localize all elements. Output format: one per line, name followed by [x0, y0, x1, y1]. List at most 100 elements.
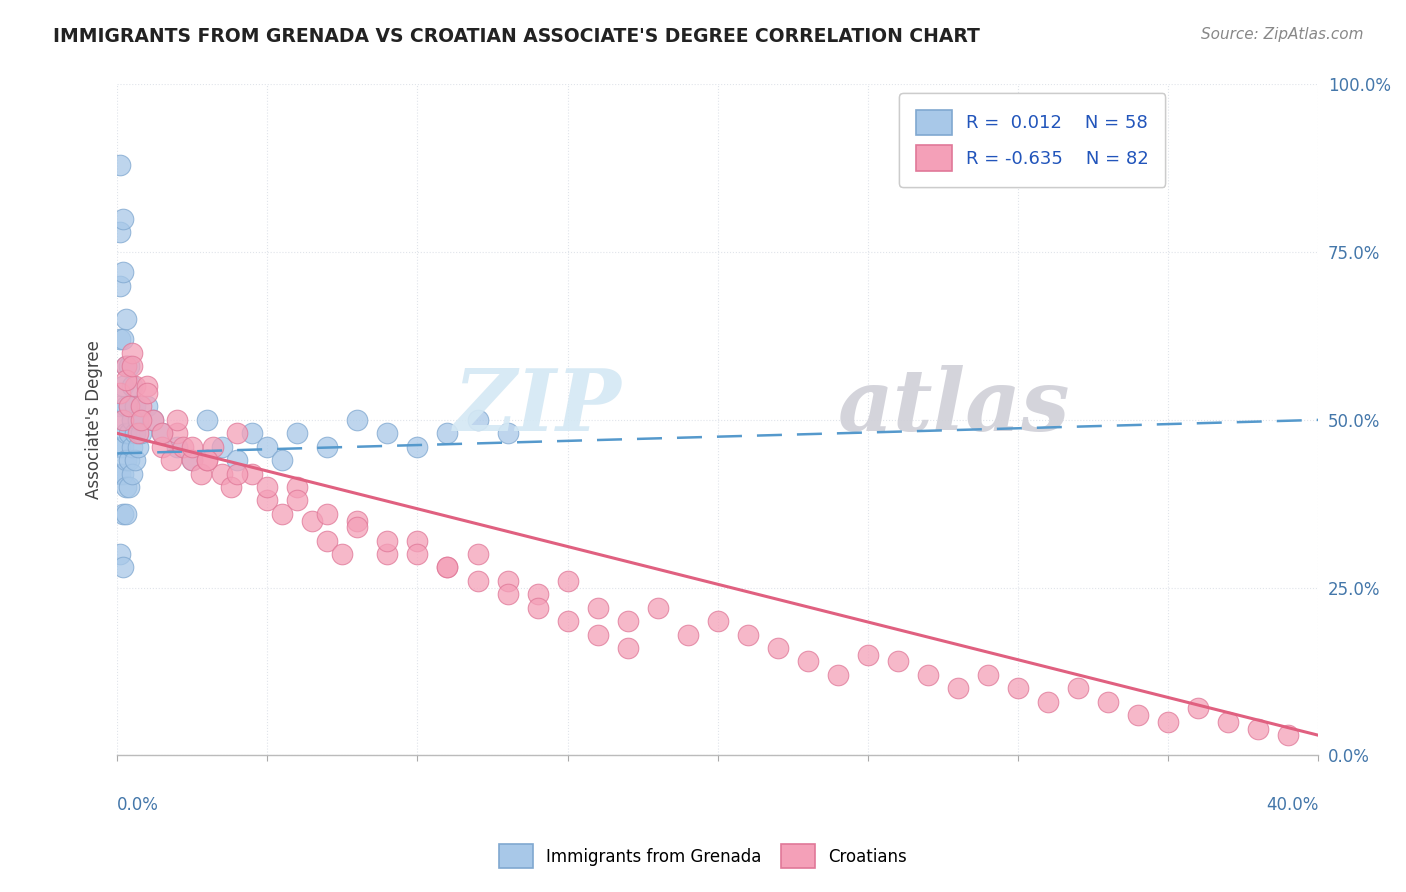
Point: [436, 560, 458, 574]
Point: [118, 426, 141, 441]
Point: [377, 533, 399, 548]
Point: [112, 413, 135, 427]
Point: [127, 413, 149, 427]
Point: [1126, 708, 1149, 723]
Point: [285, 493, 308, 508]
Point: [240, 467, 263, 481]
Point: [496, 426, 519, 441]
Point: [256, 480, 278, 494]
Point: [136, 379, 159, 393]
Point: [316, 440, 339, 454]
Point: [285, 480, 308, 494]
Point: [647, 600, 669, 615]
Point: [526, 600, 548, 615]
Point: [124, 453, 146, 467]
Point: [160, 453, 183, 467]
Point: [346, 413, 368, 427]
Point: [557, 574, 579, 588]
Point: [115, 480, 138, 494]
Point: [406, 440, 429, 454]
Point: [108, 467, 131, 481]
Point: [181, 440, 204, 454]
Point: [108, 386, 131, 401]
Point: [301, 514, 323, 528]
Point: [586, 627, 609, 641]
Point: [1036, 695, 1059, 709]
Point: [142, 413, 165, 427]
Point: [181, 453, 204, 467]
Point: [118, 400, 141, 414]
Point: [496, 587, 519, 601]
Point: [1247, 722, 1270, 736]
Point: [827, 668, 849, 682]
Point: [115, 359, 138, 374]
Point: [526, 587, 548, 601]
Point: [1157, 714, 1180, 729]
Point: [496, 574, 519, 588]
Point: [586, 600, 609, 615]
Point: [256, 493, 278, 508]
Text: Source: ZipAtlas.com: Source: ZipAtlas.com: [1201, 27, 1364, 42]
Point: [271, 453, 294, 467]
Point: [406, 533, 429, 548]
Point: [616, 614, 638, 628]
Point: [1277, 728, 1299, 742]
Point: [108, 440, 131, 454]
Point: [129, 400, 152, 414]
Point: [112, 211, 135, 226]
Point: [127, 426, 149, 441]
Point: [115, 453, 138, 467]
Y-axis label: Associate's Degree: Associate's Degree: [86, 341, 103, 500]
Text: IMMIGRANTS FROM GRENADA VS CROATIAN ASSOCIATE'S DEGREE CORRELATION CHART: IMMIGRANTS FROM GRENADA VS CROATIAN ASSO…: [53, 27, 980, 45]
Point: [676, 627, 699, 641]
Point: [136, 386, 159, 401]
Point: [112, 467, 135, 481]
Point: [436, 560, 458, 574]
Point: [115, 312, 138, 326]
Point: [221, 480, 243, 494]
Point: [211, 467, 233, 481]
Point: [108, 547, 131, 561]
Point: [118, 359, 141, 374]
Point: [142, 413, 165, 427]
Point: [377, 426, 399, 441]
Point: [115, 507, 138, 521]
Point: [195, 453, 218, 467]
Point: [124, 379, 146, 393]
Point: [166, 440, 188, 454]
Text: 0.0%: 0.0%: [117, 796, 159, 814]
Point: [124, 400, 146, 414]
Point: [115, 426, 138, 441]
Point: [112, 413, 135, 427]
Point: [121, 440, 143, 454]
Point: [190, 467, 212, 481]
Point: [271, 507, 294, 521]
Point: [887, 655, 910, 669]
Point: [150, 440, 173, 454]
Point: [115, 359, 138, 374]
Point: [129, 426, 152, 441]
Point: [127, 440, 149, 454]
Point: [316, 533, 339, 548]
Legend: R =  0.012    N = 58, R = -0.635    N = 82: R = 0.012 N = 58, R = -0.635 N = 82: [900, 94, 1166, 187]
Point: [1218, 714, 1240, 729]
Point: [616, 640, 638, 655]
Point: [1067, 681, 1090, 696]
Text: atlas: atlas: [838, 365, 1070, 448]
Point: [256, 440, 278, 454]
Point: [1187, 701, 1209, 715]
Point: [166, 426, 188, 441]
Point: [737, 627, 759, 641]
Point: [108, 158, 131, 172]
Point: [211, 440, 233, 454]
Point: [118, 400, 141, 414]
Point: [121, 359, 143, 374]
Point: [467, 574, 489, 588]
Point: [112, 560, 135, 574]
Point: [202, 440, 225, 454]
Point: [1007, 681, 1029, 696]
Point: [285, 426, 308, 441]
Point: [797, 655, 820, 669]
Point: [226, 426, 249, 441]
Point: [112, 507, 135, 521]
